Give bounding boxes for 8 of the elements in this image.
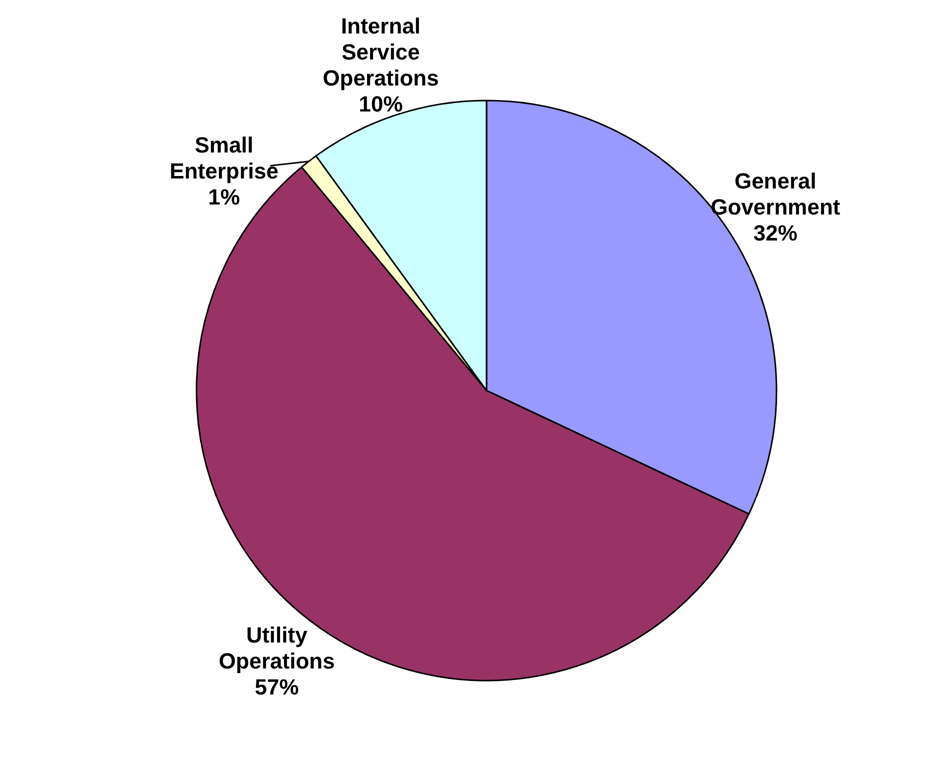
slice-label: Utility Operations	[218, 622, 335, 674]
data-label: 1%	[208, 184, 240, 210]
data-label: 57%	[254, 674, 299, 700]
slice-label: Small Enterprise	[170, 132, 278, 184]
slice-label: General Government	[710, 168, 841, 220]
data-label: 32%	[753, 220, 798, 246]
data-label: 10%	[358, 92, 403, 117]
slice-label: Internal Service Operations	[322, 13, 439, 91]
